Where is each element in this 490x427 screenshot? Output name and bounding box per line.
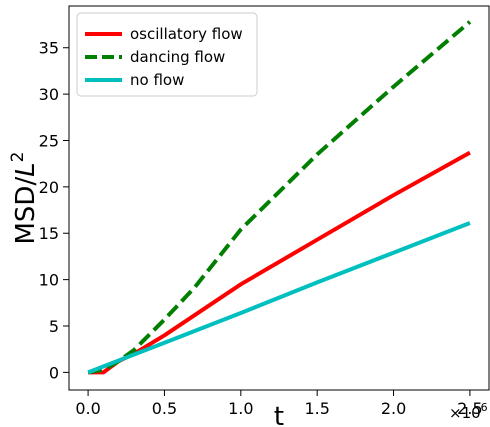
x-tick-label: 1.0 bbox=[228, 399, 253, 418]
legend-label-oscillatory-flow: oscillatory flow bbox=[130, 25, 243, 43]
y-tick-label: 10 bbox=[39, 271, 59, 290]
y-tick-label: 35 bbox=[39, 39, 59, 58]
plot-lines bbox=[87, 20, 472, 375]
legend-label-no-flow: no flow bbox=[130, 71, 184, 89]
x-tick-label: 1.5 bbox=[304, 399, 329, 418]
y-axis-ticks: 0 5 10 15 20 25 30 35 bbox=[39, 39, 69, 382]
legend-label-dancing-flow: dancing flow bbox=[130, 48, 225, 66]
y-tick-label: 20 bbox=[39, 178, 59, 197]
y-axis-label: MSD/L2 bbox=[8, 151, 41, 244]
x-tick-label: 2.5 bbox=[457, 399, 482, 418]
x-tick-label: 0.0 bbox=[75, 399, 100, 418]
y-tick-label: 30 bbox=[39, 85, 59, 104]
plot-frame bbox=[68, 5, 490, 391]
x-tick-label: 0.5 bbox=[152, 399, 177, 418]
y-tick-label: 5 bbox=[49, 317, 59, 336]
y-tick-label: 25 bbox=[39, 131, 59, 150]
x-axis-ticks: 0.0 0.5 1.0 1.5 2.0 2.5 bbox=[75, 390, 483, 418]
x-tick-label: 2.0 bbox=[381, 399, 406, 418]
y-tick-label: 0 bbox=[49, 363, 59, 382]
legend: oscillatory flow dancing flow no flow bbox=[76, 12, 258, 97]
y-tick-label: 15 bbox=[39, 224, 59, 243]
x-axis-multiplier: ×106 bbox=[449, 401, 488, 422]
x-axis-label: t bbox=[274, 402, 284, 427]
series-line-no-flow bbox=[87, 221, 471, 375]
